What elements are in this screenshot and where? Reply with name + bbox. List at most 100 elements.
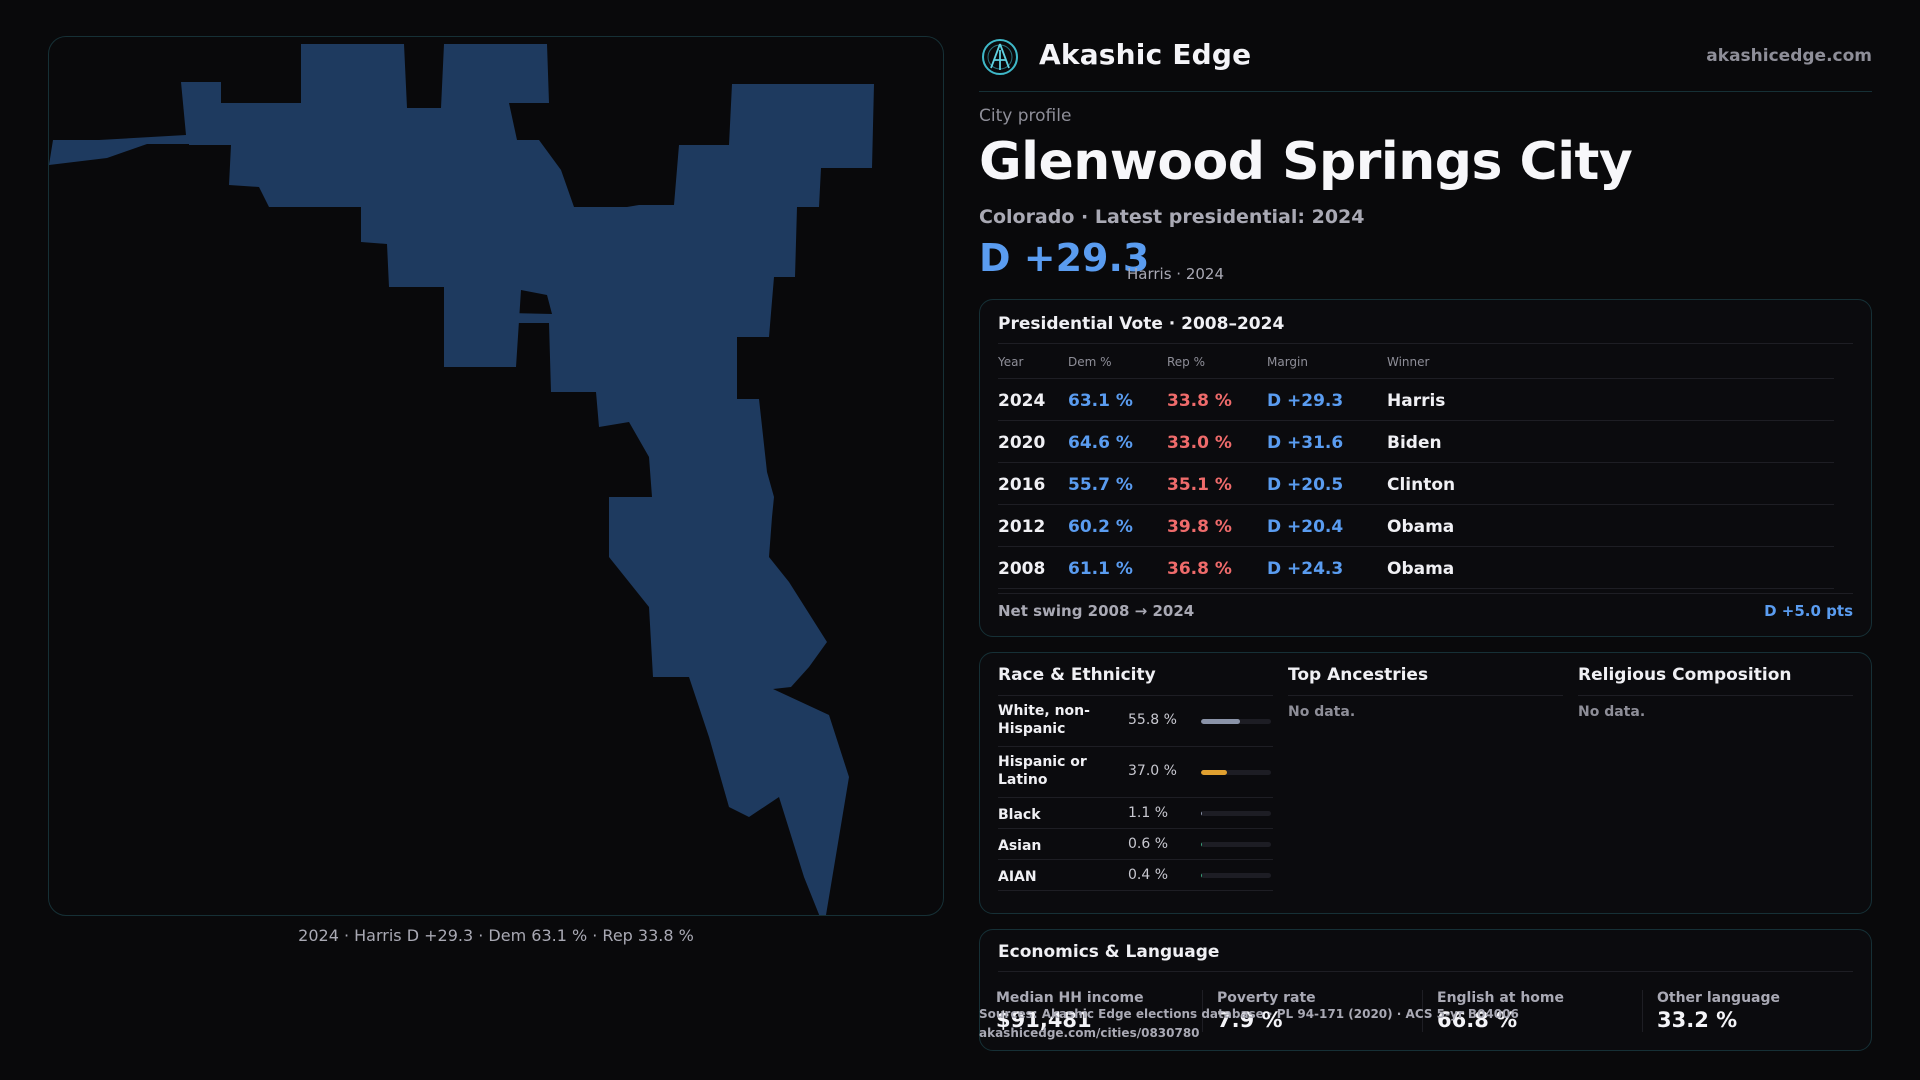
table-row: 2024 63.1 % 33.8 % D +29.3 Harris [998, 379, 1834, 421]
ancestries-section-title: Top Ancestries [1288, 665, 1429, 685]
race-label: White, non-Hispanic [998, 703, 1090, 737]
race-label: Black [998, 807, 1041, 823]
divider [998, 695, 1273, 696]
cell-dem: 63.1 % [1068, 391, 1133, 411]
cell-year: 2016 [998, 475, 1046, 495]
cell-margin: D +20.5 [1267, 475, 1344, 495]
divider [998, 343, 1853, 344]
race-bar [1201, 842, 1271, 847]
race-bar-fill [1201, 873, 1203, 878]
race-pct: 0.4 % [1128, 867, 1169, 883]
stat-value: 7.9 % [1217, 1008, 1283, 1032]
stat-label: Median HH income [996, 990, 1144, 1006]
stat-value: $91,481 [996, 1008, 1092, 1032]
cell-year: 2024 [998, 391, 1046, 411]
race-ethnicity-section: Race & Ethnicity White, non-Hispanic 55.… [998, 665, 1273, 891]
cell-winner: Clinton [1387, 475, 1456, 495]
cell-rep: 36.8 % [1167, 559, 1232, 579]
race-row: Black 1.1 % [998, 798, 1273, 829]
table-row: 2012 60.2 % 39.8 % D +20.4 Obama [998, 505, 1834, 547]
cell-year: 2012 [998, 517, 1046, 537]
race-list: White, non-Hispanic 55.8 % Hispanic or L… [998, 696, 1273, 891]
race-label: Asian [998, 838, 1042, 854]
race-bar [1201, 873, 1271, 878]
cell-winner: Obama [1387, 517, 1455, 537]
demographics-card: Race & Ethnicity White, non-Hispanic 55.… [979, 652, 1872, 914]
cell-winner: Obama [1387, 559, 1455, 579]
cell-rep: 33.0 % [1167, 433, 1232, 453]
brand-name: Akashic Edge [1039, 38, 1252, 71]
cell-winner: Biden [1387, 433, 1442, 453]
race-bar-fill [1201, 719, 1241, 724]
headline-margin-note: Harris · 2024 [1127, 265, 1225, 283]
map-caption: 2024 · Harris D +29.3 · Dem 63.1 % · Rep… [298, 926, 694, 945]
ancestries-section: Top Ancestries No data. [1288, 665, 1563, 720]
cell-winner: Harris [1387, 391, 1446, 411]
ancestries-empty-state: No data. [1288, 704, 1356, 720]
race-bar [1201, 770, 1271, 775]
header-winner: Winner [1387, 355, 1430, 369]
city-boundary-shape [49, 44, 874, 915]
divider [998, 593, 1853, 594]
brand-url-link[interactable]: akashicedge.com [1706, 46, 1872, 66]
race-label: AIAN [998, 869, 1037, 885]
cell-year: 2020 [998, 433, 1046, 453]
race-pct: 0.6 % [1128, 836, 1169, 852]
divider [1578, 695, 1853, 696]
source-url-link[interactable]: akashicedge.com/cities/0830780 [979, 1026, 1200, 1040]
cell-year: 2008 [998, 559, 1046, 579]
cell-margin: D +24.3 [1267, 559, 1344, 579]
stat-value: 33.2 % [1657, 1008, 1738, 1032]
stat-median-income: Median HH income $91,481 [982, 990, 1192, 1032]
race-pct: 55.8 % [1128, 712, 1177, 728]
table-row: 2020 64.6 % 33.0 % D +31.6 Biden [998, 421, 1834, 463]
religion-section-title: Religious Composition [1578, 665, 1792, 685]
race-bar-fill [1201, 770, 1227, 775]
religion-section: Religious Composition No data. [1578, 665, 1853, 720]
page-title: Glenwood Springs City [979, 132, 1633, 192]
cell-dem: 60.2 % [1068, 517, 1133, 537]
stat-poverty-rate: Poverty rate 7.9 % [1202, 990, 1412, 1032]
divider [998, 971, 1853, 972]
cell-margin: D +20.4 [1267, 517, 1344, 537]
cell-rep: 39.8 % [1167, 517, 1232, 537]
race-pct: 1.1 % [1128, 805, 1169, 821]
table-row: 2008 61.1 % 36.8 % D +24.3 Obama [998, 547, 1834, 589]
stat-label: Other language [1657, 990, 1780, 1006]
source-line: Sources: Akashic Edge elections database… [979, 1007, 1519, 1021]
race-row: Hispanic or Latino 37.0 % [998, 747, 1273, 798]
cell-margin: D +31.6 [1267, 433, 1344, 453]
cell-dem: 61.1 % [1068, 559, 1133, 579]
table-row: 2016 55.7 % 35.1 % D +20.5 Clinton [998, 463, 1834, 505]
race-bar [1201, 811, 1271, 816]
cell-dem: 55.7 % [1068, 475, 1133, 495]
economics-card-title: Economics & Language [998, 942, 1220, 962]
race-pct: 37.0 % [1128, 763, 1177, 779]
header-dem: Dem % [1068, 355, 1112, 369]
header-year: Year [998, 355, 1024, 369]
header-rep: Rep % [1167, 355, 1206, 369]
page-subtitle: Colorado · Latest presidential: 2024 [979, 206, 1365, 228]
race-row: White, non-Hispanic 55.8 % [998, 696, 1273, 747]
headline-margin: D +29.3 [979, 236, 1150, 280]
stat-english-at-home: English at home 66.8 % [1422, 990, 1632, 1032]
race-bar-fill [1201, 842, 1203, 847]
economics-language-card: Economics & Language Median HH income $9… [979, 929, 1872, 1051]
page-kicker: City profile [979, 106, 1072, 126]
race-bar-fill [1201, 811, 1203, 816]
stat-other-language: Other language 33.2 % [1642, 990, 1852, 1032]
vote-table: Year Dem % Rep % Margin Winner 2024 63.1… [998, 347, 1834, 589]
stat-label: English at home [1437, 990, 1565, 1006]
profile-column: Akashic Edge akashicedge.com City profil… [979, 0, 1872, 1080]
city-boundary-map [48, 36, 944, 916]
race-bar [1201, 719, 1271, 724]
religion-empty-state: No data. [1578, 704, 1646, 720]
divider [1288, 695, 1563, 696]
stat-label: Poverty rate [1217, 990, 1316, 1006]
brand-header: Akashic Edge akashicedge.com [979, 30, 1872, 92]
akashic-edge-logo-icon [982, 39, 1018, 75]
presidential-vote-card: Presidential Vote · 2008–2024 Year Dem %… [979, 299, 1872, 637]
net-swing-value: D +5.0 pts [1764, 602, 1853, 620]
cell-margin: D +29.3 [1267, 391, 1344, 411]
stat-value: 66.8 % [1437, 1008, 1518, 1032]
